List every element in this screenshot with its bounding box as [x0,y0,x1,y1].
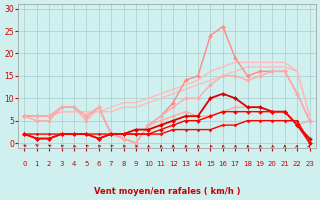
X-axis label: Vent moyen/en rafales ( km/h ): Vent moyen/en rafales ( km/h ) [94,187,240,196]
